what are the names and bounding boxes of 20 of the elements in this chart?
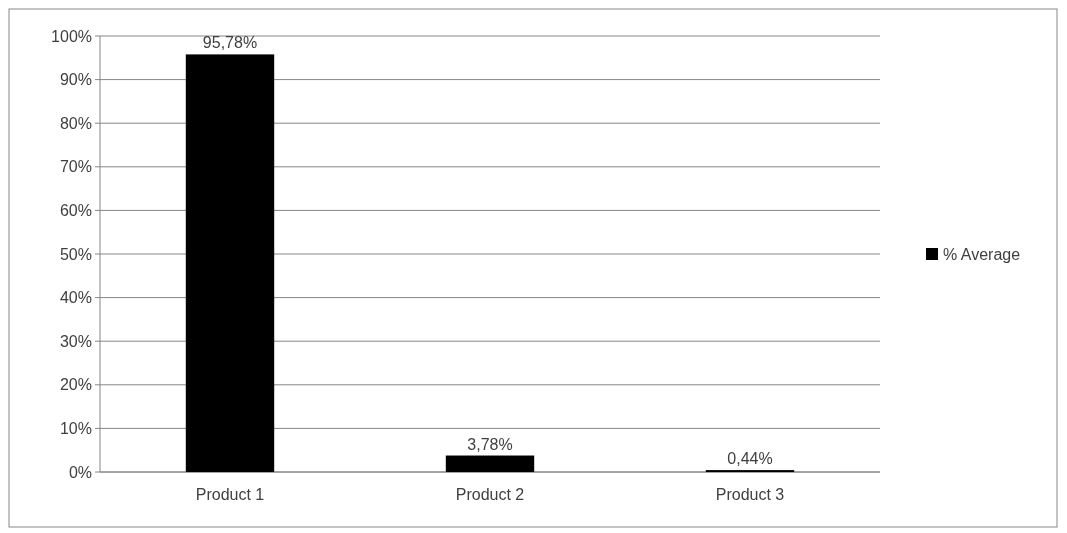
x-tick-label: Product 1 <box>195 486 265 503</box>
y-tick-label: 30% <box>59 332 92 350</box>
x-tick-label: Product 2 <box>455 486 525 503</box>
x-tick-label: Product 3 <box>715 486 785 503</box>
bar <box>185 54 275 472</box>
data-label: 0,44% <box>727 450 773 468</box>
y-tick-label: 0% <box>68 463 92 481</box>
y-tick-label: 40% <box>59 289 92 307</box>
y-tick-label: 70% <box>59 158 92 176</box>
legend-label: % Average <box>943 245 1021 263</box>
bar <box>445 455 535 472</box>
y-tick-label: 80% <box>59 114 92 132</box>
y-tick-label: 50% <box>59 245 92 263</box>
y-tick-label: 60% <box>59 202 92 219</box>
y-tick-label: 90% <box>59 71 92 89</box>
y-tick-label: 100% <box>51 27 92 45</box>
data-label: 95,78% <box>202 34 258 52</box>
y-tick-label: 20% <box>59 376 92 394</box>
data-label: 3,78% <box>467 435 513 453</box>
y-tick-label: 10% <box>59 420 92 437</box>
